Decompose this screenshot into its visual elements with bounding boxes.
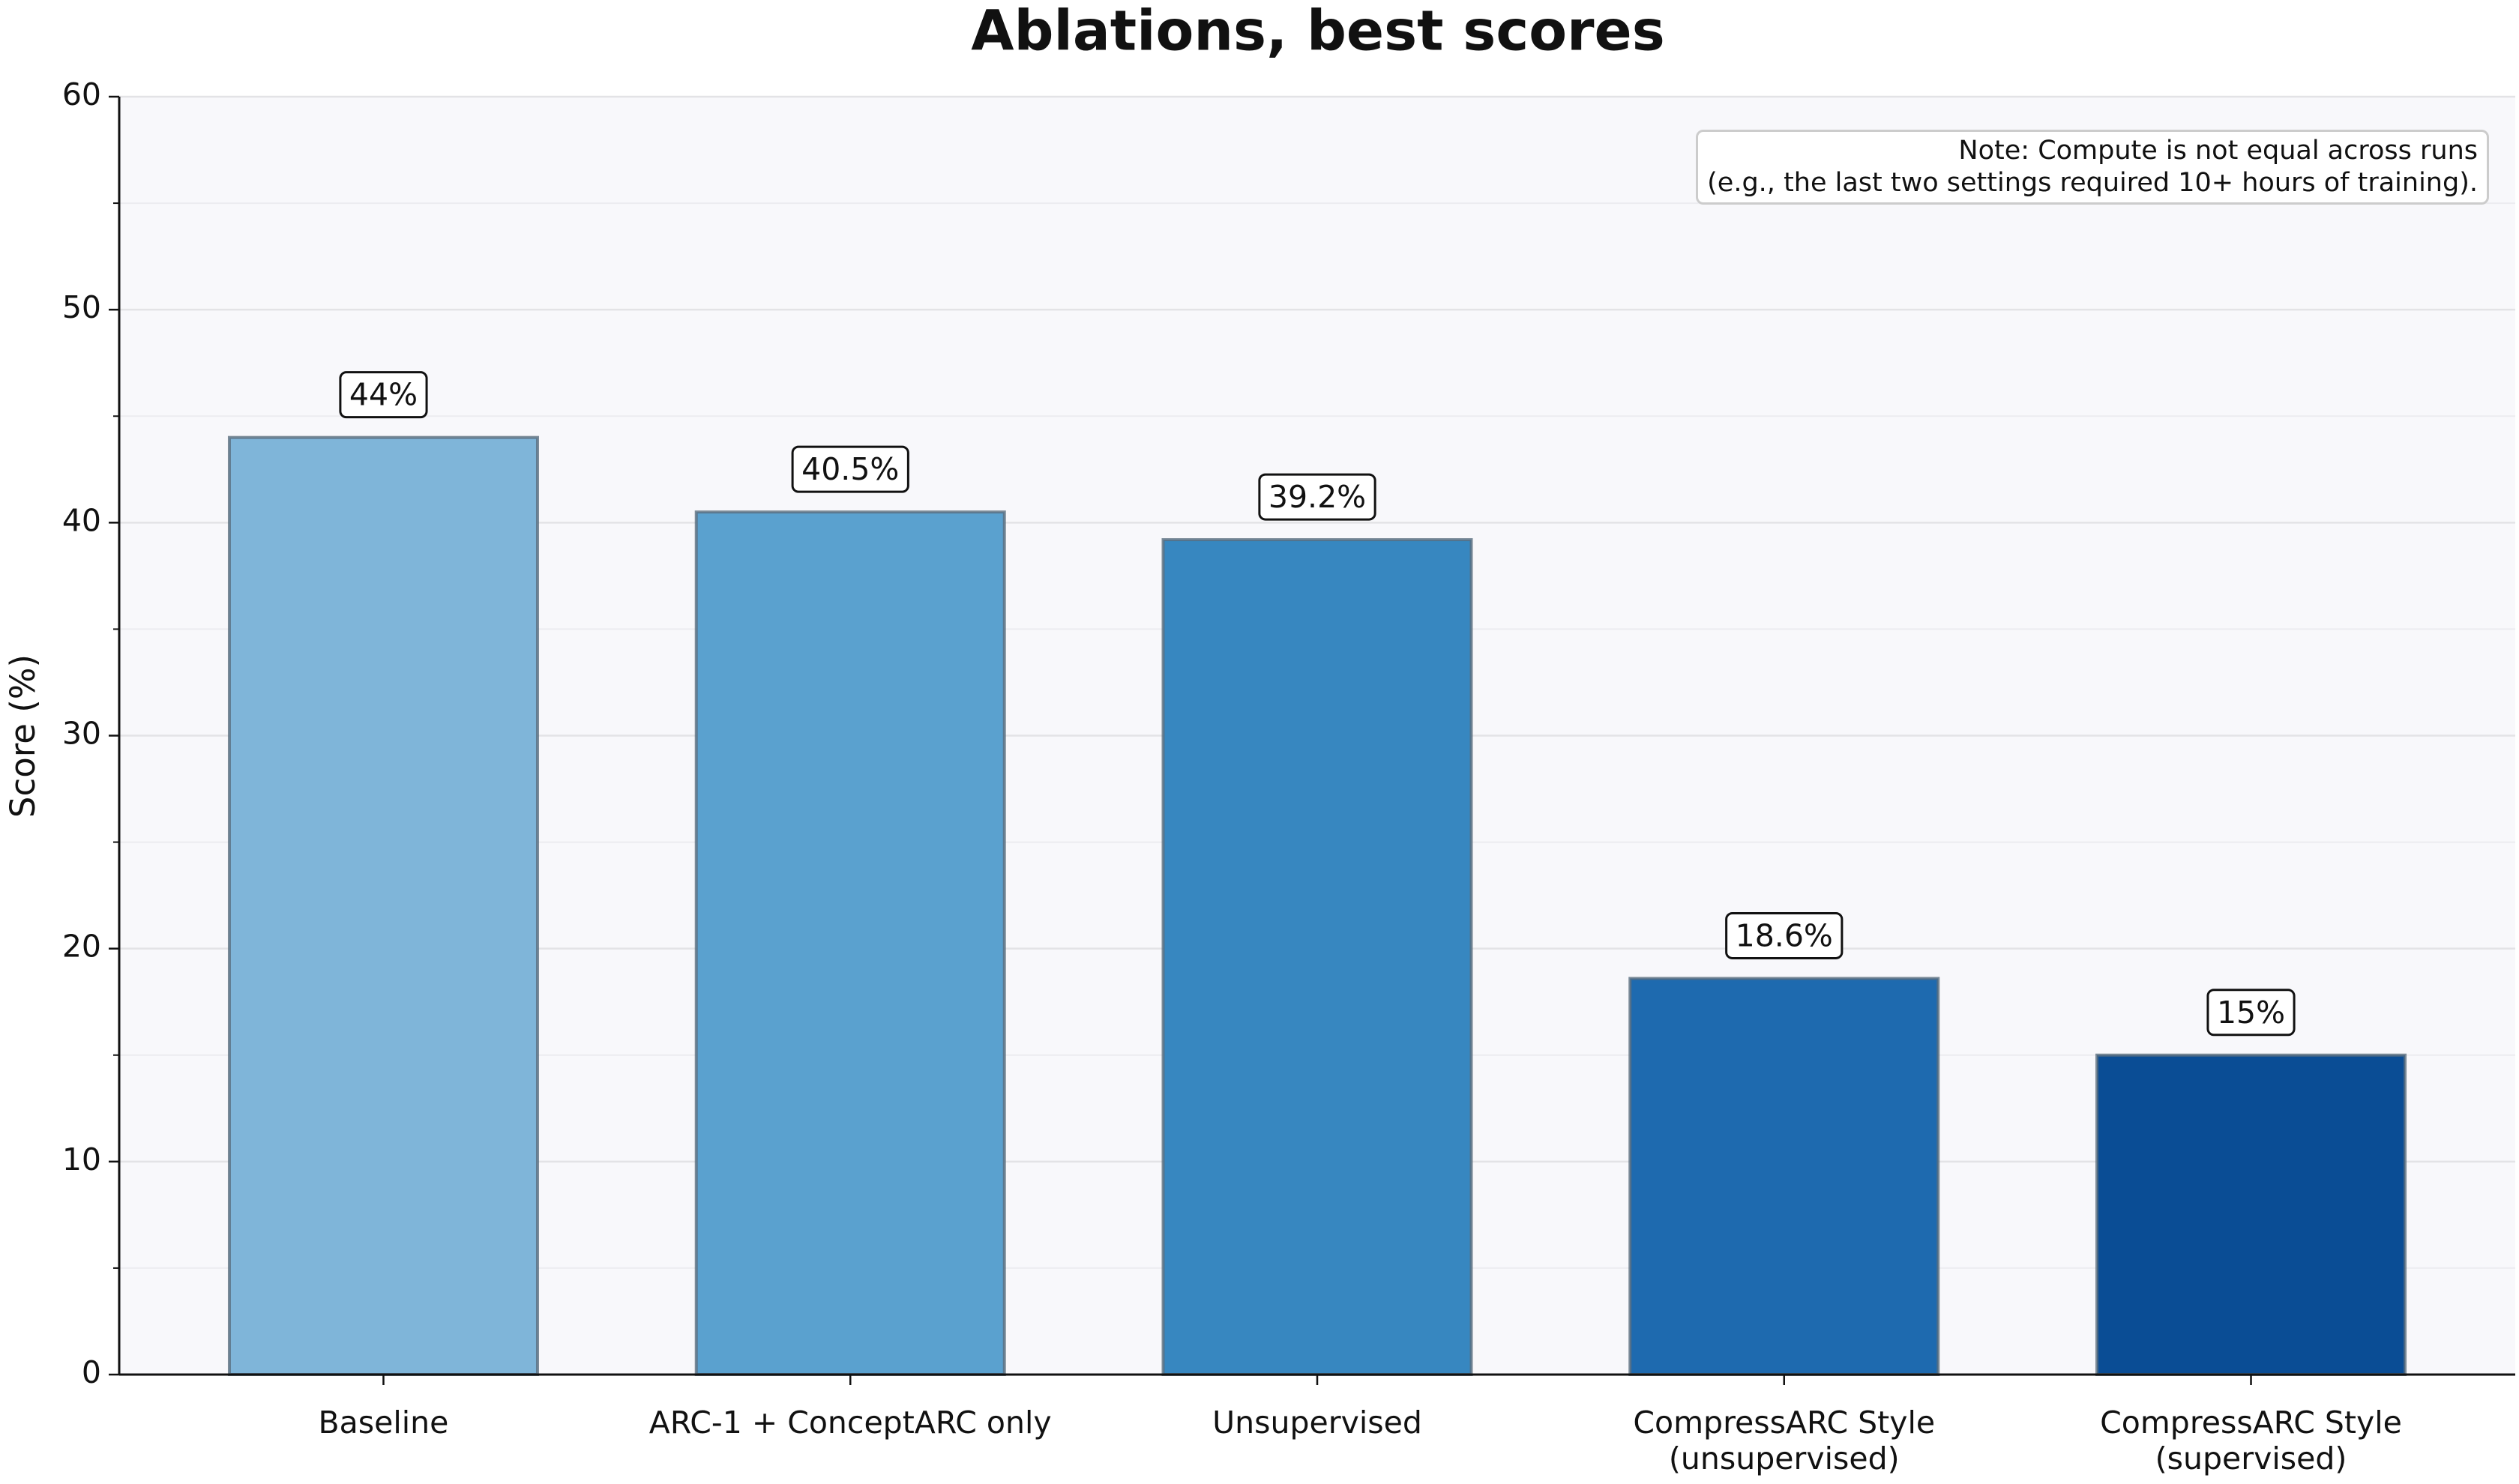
chart-title: Ablations, best scores [971,0,1665,64]
y-tick-label: 30 [62,716,101,752]
x-tick-label: CompressARC Style (supervised) [2100,1405,2402,1477]
value-label-box [791,445,909,493]
x-tick-label: Baseline [318,1405,449,1441]
y-tick-label: 50 [62,289,101,325]
value-label: 39.2% [1268,479,1366,515]
value-label-box [1258,473,1376,521]
x-tick-label: CompressARC Style (unsupervised) [1633,1405,1936,1477]
bar [2095,1053,2407,1376]
y-tick-label: 0 [82,1354,101,1390]
y-axis-label: Score (%) [3,654,43,818]
x-tick-label: Unsupervised [1212,1405,1422,1441]
x-tick-label: ARC-1 + ConceptARC only [648,1405,1052,1441]
value-label: 15% [2217,995,2285,1031]
value-label-box [339,371,428,419]
bar [1161,538,1473,1376]
value-label-box [1725,911,1844,959]
value-label: 44% [349,377,418,413]
y-tick-label: 10 [62,1141,101,1177]
y-tick-label: 40 [62,502,101,538]
value-label: 40.5% [801,451,899,487]
value-label: 18.6% [1736,917,1833,953]
value-label-box [2206,989,2296,1037]
bar [1628,977,1940,1376]
y-tick-label: 20 [62,929,101,965]
y-tick-label: 60 [62,76,101,112]
bar [227,435,539,1377]
annotation: Note: Compute is not equal across runs (… [1696,130,2489,205]
bar [694,510,1006,1376]
